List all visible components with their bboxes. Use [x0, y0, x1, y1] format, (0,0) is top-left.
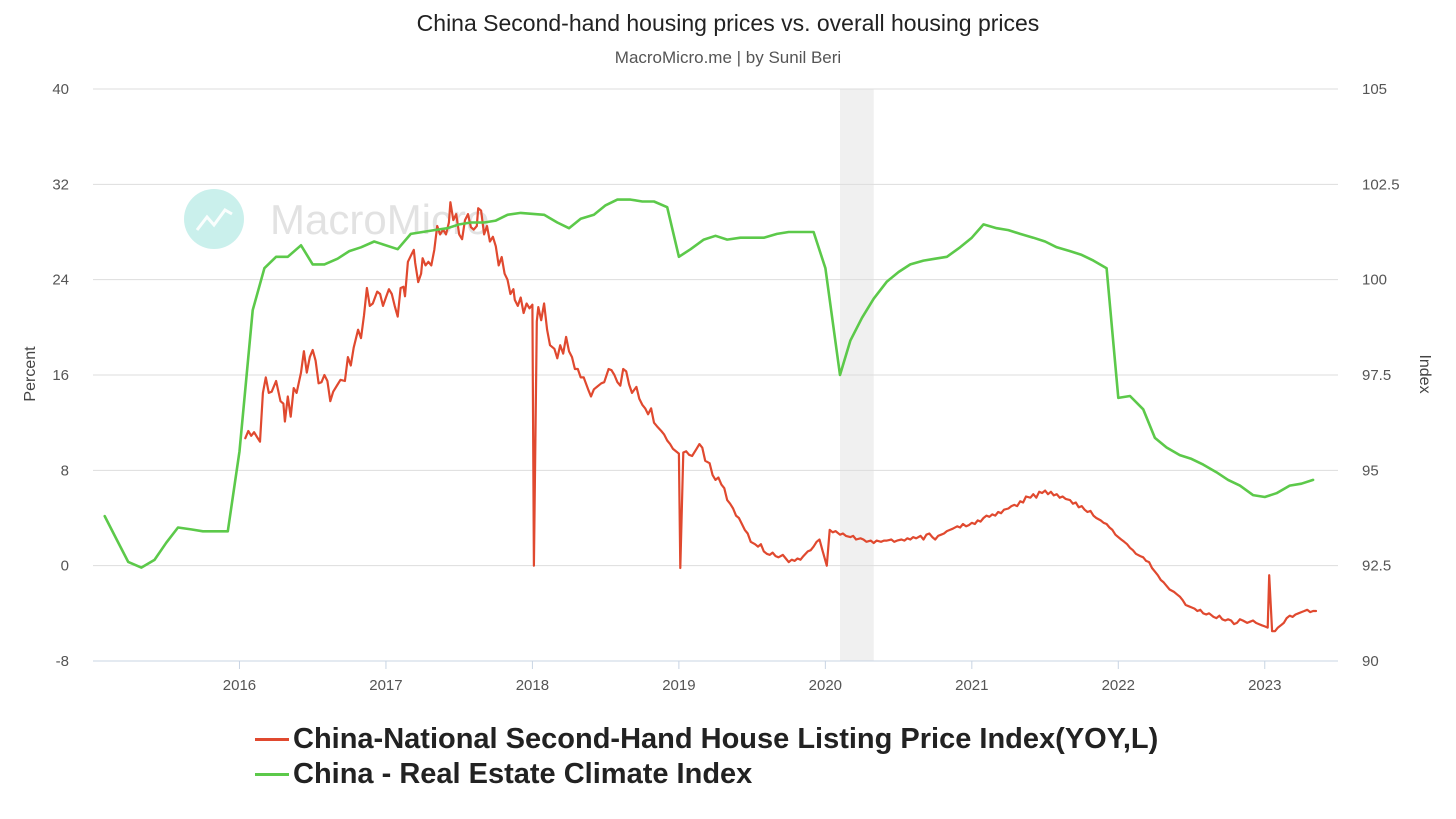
- y-tick-label: 8: [61, 462, 69, 479]
- y2-tick-label: 100: [1362, 272, 1387, 289]
- y2-tick-label: 95: [1362, 462, 1379, 479]
- legend-item-climate-index[interactable]: China - Real Estate Climate Index: [255, 757, 1158, 792]
- x-tick-label: 2018: [516, 677, 549, 694]
- y2-tick-label: 102.5: [1362, 176, 1400, 193]
- x-tick-label: 2021: [955, 677, 988, 694]
- series-layer: [103, 198, 1318, 633]
- y-tick-label: 32: [52, 176, 69, 193]
- legend-item-listing-price[interactable]: China-National Second-Hand House Listing…: [255, 722, 1158, 757]
- chart-subtitle: MacroMicro.me | by Sunil Beri: [614, 48, 842, 67]
- legend-swatch-green: [255, 773, 289, 776]
- y-tick-label: 16: [52, 367, 69, 384]
- x-tick-label: 2016: [223, 677, 256, 694]
- watermark-trend-icon: [195, 208, 233, 231]
- y2-tick-label: 92.5: [1362, 558, 1391, 575]
- x-tick-label: 2019: [662, 677, 695, 694]
- x-tick-label: 2020: [809, 677, 842, 694]
- y-tick-label: 40: [52, 81, 69, 98]
- watermark-logo-icon: [184, 189, 244, 249]
- legend-label: China - Real Estate Climate Index: [293, 758, 753, 790]
- x-tick-label: 2017: [369, 677, 402, 694]
- axis-layer: 40 32 24 16 8 0 -8 105 102.5 100 97.5 95 92.5 90 2016 2…: [52, 81, 1399, 694]
- series-line-climate-index: [103, 198, 1315, 569]
- legend-swatch-red: [255, 738, 289, 741]
- legend: China-National Second-Hand House Listing…: [255, 722, 1158, 792]
- y2-axis-label: Index: [1416, 354, 1433, 393]
- y-tick-label: 24: [52, 272, 69, 289]
- x-tick-label: 2023: [1248, 677, 1281, 694]
- line-chart: MacroMicro 40 32 24 16 8 0 -8 105 102.5 100 97.5 95…: [22, 81, 1433, 694]
- y-tick-label: -8: [56, 653, 69, 670]
- grid-layer: [93, 88, 1338, 662]
- legend-label: China-National Second-Hand House Listing…: [293, 723, 1159, 755]
- y2-tick-label: 97.5: [1362, 367, 1391, 384]
- y2-tick-label: 105: [1362, 81, 1387, 98]
- y2-tick-label: 90: [1362, 653, 1379, 670]
- y-axis-label: Percent: [22, 346, 39, 402]
- series-line-listing-price: [244, 201, 1318, 633]
- macromicro-watermark: MacroMicro: [184, 189, 489, 249]
- y-tick-label: 0: [61, 558, 69, 575]
- x-tick-label: 2022: [1102, 677, 1135, 694]
- chart-title: China Second-hand housing prices vs. ove…: [416, 10, 1040, 36]
